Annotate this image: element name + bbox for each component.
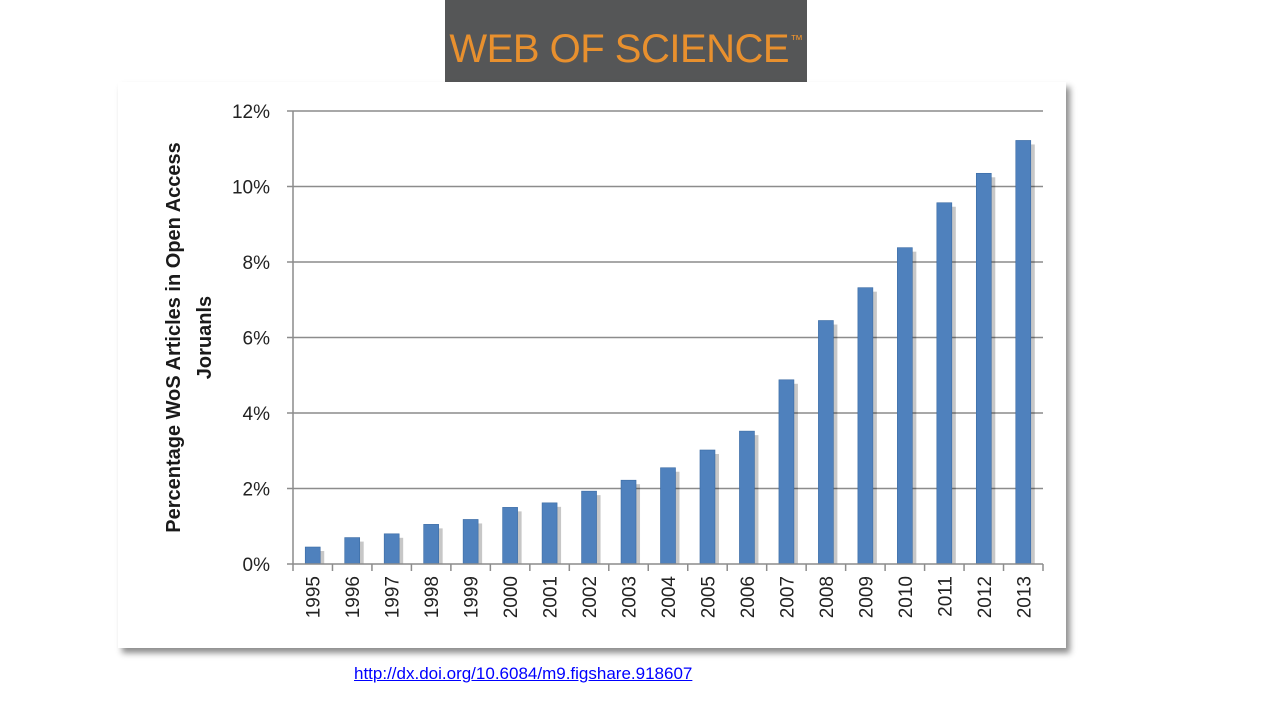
bar-2002 <box>581 490 597 565</box>
bar-2003 <box>620 479 637 565</box>
y-tick-label: 8% <box>243 253 271 274</box>
bar-chart: 0% 2% 4% 6% 8% 10% 12% 1995 1996 1997 1998 1999 200… <box>163 102 1044 619</box>
x-tick-label: 2001 <box>541 576 562 618</box>
web-of-science-logo: WEB OF SCIENCE™ <box>445 0 807 97</box>
y-tick-label: 0% <box>243 555 271 576</box>
bar-1999 <box>462 519 479 565</box>
x-tick-label: 2011 <box>935 576 956 617</box>
axes <box>287 110 1044 571</box>
x-tick-label: 2004 <box>659 576 680 619</box>
bar-2010 <box>897 247 913 565</box>
x-tick-label: 1996 <box>343 576 364 618</box>
gridlines <box>293 110 1043 490</box>
bar-2007 <box>778 379 795 565</box>
x-tick-label: 2013 <box>1014 576 1035 618</box>
y-tick-label: 10% <box>232 178 270 199</box>
x-tick-label: 2003 <box>620 576 641 618</box>
chart-frame: 0% 2% 4% 6% 8% 10% 12% 1995 1996 1997 1998 1999 200… <box>118 82 1066 648</box>
x-tick-label: 2006 <box>738 576 759 618</box>
y-tick-label: 6% <box>243 329 271 350</box>
bar-1996 <box>344 537 361 565</box>
x-tick-label: 2008 <box>817 576 838 618</box>
x-tick-label: 2000 <box>501 576 522 618</box>
bar-2000 <box>502 507 518 565</box>
bar-2012 <box>975 172 992 565</box>
x-tick-label: 2005 <box>698 576 719 618</box>
bar-2011 <box>936 202 953 565</box>
source-doi-link[interactable]: http://dx.doi.org/10.6084/m9.figshare.91… <box>354 664 693 683</box>
y-axis-label-line: Joruanls <box>194 296 216 379</box>
bar-2005 <box>699 449 716 565</box>
bar-2009 <box>857 287 874 565</box>
y-tick-label: 2% <box>243 480 271 501</box>
x-tick-label: 1995 <box>304 576 325 618</box>
y-axis-label: Percentage WoS Articles in Open Access Jo… <box>163 142 216 533</box>
y-tick-labels: 0% 2% 4% 6% 8% 10% 12% <box>232 102 270 576</box>
x-tick-label: 2012 <box>975 576 996 618</box>
bar-1997 <box>383 533 400 565</box>
bar-1995 <box>304 546 321 565</box>
x-tick-label: 1998 <box>422 576 443 618</box>
bars <box>304 140 1035 565</box>
logo-text: WEB OF SCIENCE™ <box>449 27 803 71</box>
y-axis-label-line: Percentage WoS Articles in Open Access <box>163 142 185 533</box>
x-tick-label: 2009 <box>856 576 877 618</box>
bar-2006 <box>739 430 755 565</box>
x-tick-label: 1999 <box>462 576 483 618</box>
x-tick-label: 2002 <box>580 576 601 618</box>
bar-2008 <box>818 320 834 565</box>
x-tick-label: 2007 <box>777 576 798 618</box>
x-tick-labels: 1995 1996 1997 1998 1999 2000 2001 2002 2003 2004… <box>304 576 1036 619</box>
bar-2013 <box>1015 140 1032 565</box>
y-tick-label: 4% <box>243 404 271 425</box>
bar-2001 <box>541 502 558 565</box>
bar-1998 <box>423 524 439 565</box>
x-tick-label: 1997 <box>383 576 404 618</box>
y-tick-label: 12% <box>232 102 270 123</box>
bar-2004 <box>660 467 676 565</box>
x-tick-label: 2010 <box>896 576 917 618</box>
